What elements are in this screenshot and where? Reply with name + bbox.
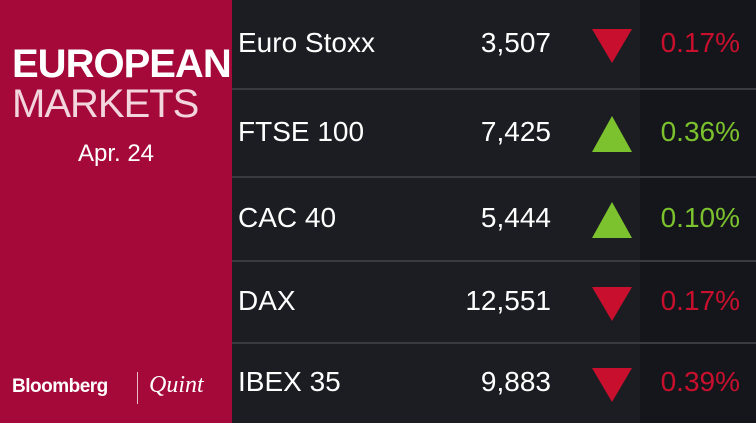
arrow-shape <box>592 29 632 63</box>
change-column <box>640 0 756 423</box>
index-name: FTSE 100 <box>238 116 365 147</box>
row: FTSE 100 7,425 0.36% <box>232 90 756 178</box>
index-value: 3,507 <box>480 27 551 58</box>
brand: Quint <box>149 372 204 398</box>
index-name: Euro Stoxx <box>238 27 375 58</box>
arrow-down <box>592 29 632 63</box>
change: 0.17% <box>660 27 740 58</box>
index-value: 12,551 <box>465 285 551 316</box>
arrow-shape <box>592 287 632 321</box>
arrow-shape <box>592 116 632 152</box>
title: MARKETS <box>12 82 199 126</box>
row: CAC 40 5,444 0.10% <box>232 178 756 262</box>
arrow-up <box>592 202 632 238</box>
index-name: IBEX 35 <box>238 365 341 397</box>
index-value: 7,425 <box>480 116 551 147</box>
index-name: CAC 40 <box>238 202 337 233</box>
change: 0.17% <box>660 285 740 316</box>
row: DAX 12,551 0.17% <box>232 262 756 344</box>
change: 0.36% <box>660 116 740 147</box>
brand: Bloomberg <box>12 376 108 397</box>
arrow-down <box>592 367 632 402</box>
title: EUROPEAN <box>12 42 232 86</box>
row: Euro Stoxx 3,507 0.17% <box>232 0 756 90</box>
table: Euro Stoxx 3,507 0.17% FTSE 100 7,425 0.36% CA… <box>232 0 756 423</box>
row: IBEX 35 9,883 0.39% <box>232 344 756 421</box>
arrow-shape <box>592 202 632 238</box>
change: 0.39% <box>660 365 740 397</box>
date: Apr. 24 <box>77 140 155 167</box>
arrow-shape <box>592 367 632 402</box>
change: 0.10% <box>660 202 740 233</box>
arrow-up <box>592 116 632 152</box>
separator <box>137 372 138 404</box>
arrow-down <box>592 287 632 321</box>
index-value: 5,444 <box>480 202 551 233</box>
title-panel: EUROPEAN MARKETS Apr. 24 Bloomberg Quint <box>0 0 232 423</box>
index-name: DAX <box>238 285 296 316</box>
index-value: 9,883 <box>480 365 551 397</box>
